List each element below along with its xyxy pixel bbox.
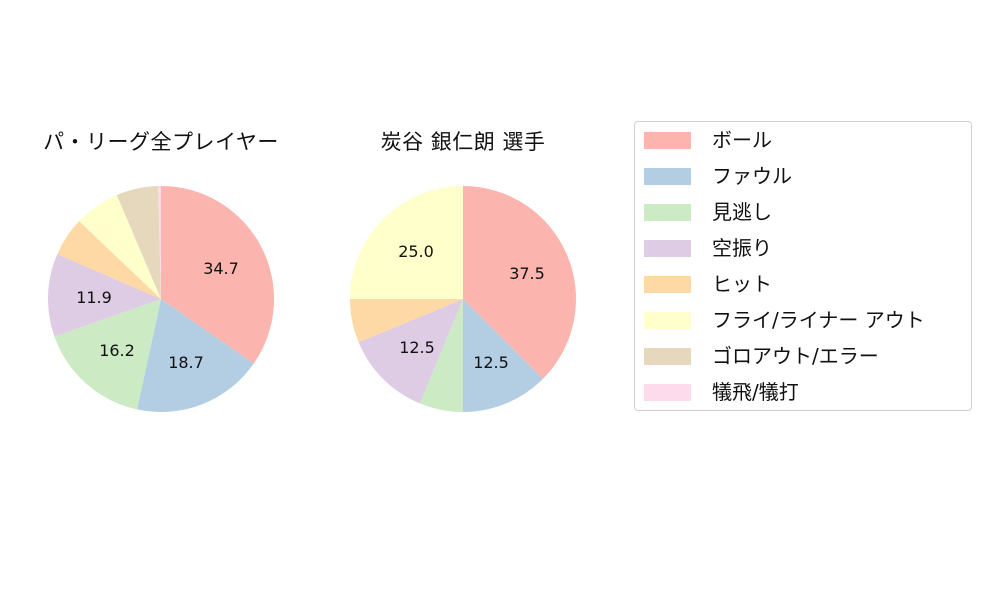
- pie-slice: [47, 254, 161, 337]
- legend-label: フライ/ライナー アウト: [712, 308, 925, 332]
- right-pie-chart: [350, 186, 576, 412]
- legend-swatch: [644, 132, 691, 149]
- pie-slice: [116, 186, 161, 299]
- right-label-foul: 12.5: [473, 353, 509, 372]
- legend-swatch: [644, 204, 691, 221]
- right-label-fly: 25.0: [398, 242, 434, 261]
- legend-label: 犠飛/犠打: [712, 380, 799, 404]
- right-chart-title: 炭谷 銀仁朗 選手: [380, 130, 546, 154]
- legend-swatch: [644, 240, 691, 257]
- left-chart-title: パ・リーグ全プレイヤー: [43, 130, 279, 154]
- legend-label: 空振り: [712, 236, 772, 260]
- legend-label: ヒット: [712, 272, 772, 296]
- pie-slice: [57, 221, 161, 299]
- legend-swatch: [644, 276, 691, 293]
- pie-slice: [79, 195, 161, 299]
- left-label-looking: 16.2: [99, 341, 135, 360]
- pie-slice: [161, 186, 274, 364]
- legend-swatch: [644, 168, 691, 185]
- pie-slice: [463, 299, 543, 412]
- legend: ボール ファウル 見逃し 空振り ヒット フライ/ライナー アウト ゴロアウト/…: [634, 121, 972, 411]
- right-label-swinging: 12.5: [399, 338, 435, 357]
- legend-swatch: [644, 348, 691, 365]
- left-label-foul: 18.7: [168, 353, 204, 372]
- pie-slice: [463, 186, 576, 379]
- legend-swatch: [644, 312, 691, 329]
- right-label-ball: 37.5: [509, 264, 545, 283]
- pie-slice: [158, 186, 161, 299]
- legend-swatch: [644, 384, 691, 401]
- left-label-swinging: 11.9: [76, 288, 112, 307]
- legend-label: ゴロアウト/エラー: [712, 344, 879, 368]
- pie-slice: [350, 299, 463, 343]
- legend-label: ボール: [712, 128, 772, 152]
- pie-slice: [54, 299, 161, 410]
- left-label-ball: 34.7: [203, 259, 239, 278]
- legend-label: 見逃し: [712, 200, 772, 224]
- left-pie-chart: [47, 186, 274, 412]
- pie-slice: [137, 299, 254, 412]
- pie-slice: [350, 186, 463, 299]
- legend-label: ファウル: [712, 164, 792, 188]
- pie-slice: [419, 299, 463, 412]
- pie-slice: [358, 299, 463, 404]
